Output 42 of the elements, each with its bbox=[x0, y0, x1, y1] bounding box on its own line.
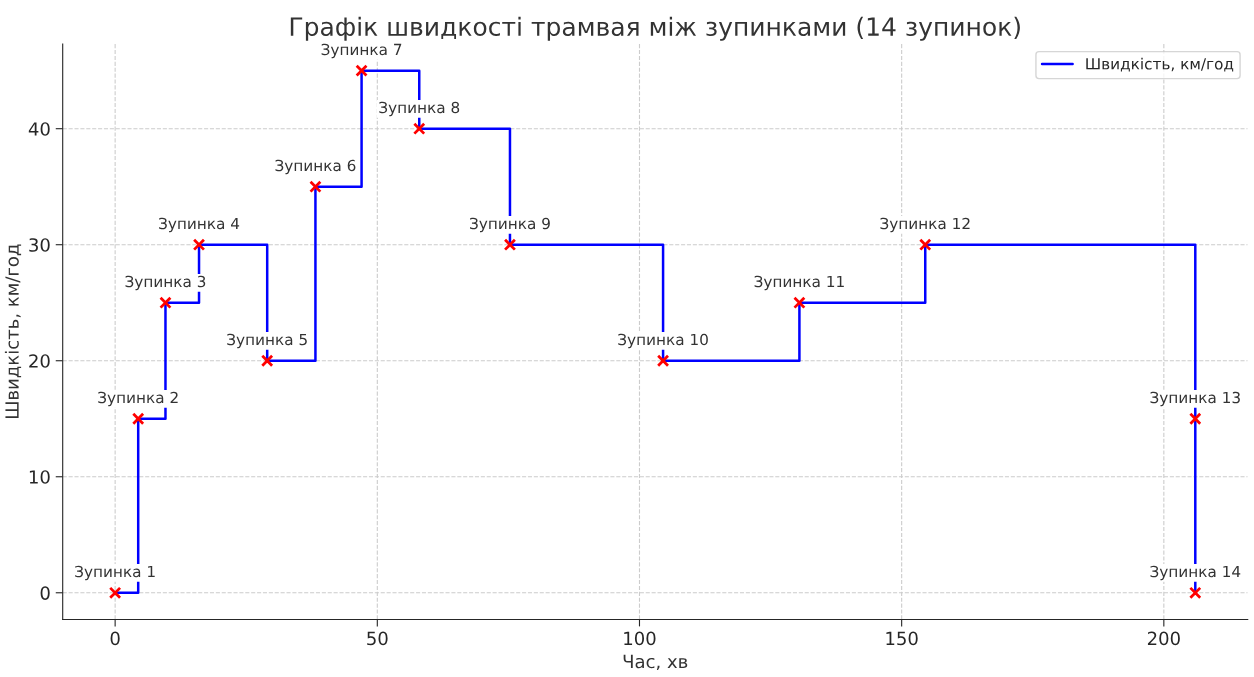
annotation: Зупинка 14 bbox=[1150, 565, 1241, 581]
legend-label: Швидкість, км/год bbox=[1086, 57, 1234, 72]
x-axis-title: Час, хв bbox=[623, 654, 688, 671]
point bbox=[192, 238, 206, 252]
point bbox=[793, 296, 806, 310]
point bbox=[918, 238, 932, 252]
point bbox=[108, 586, 122, 600]
y-tick-label: 40 bbox=[28, 122, 50, 136]
annotation: Зупинка 12 bbox=[880, 217, 970, 233]
x-tick-label: 50 bbox=[367, 631, 388, 646]
point bbox=[503, 238, 517, 252]
point bbox=[309, 180, 322, 194]
x-tick-label: 150 bbox=[886, 631, 918, 646]
annotation: Зупинка 3 bbox=[125, 275, 206, 291]
annotation: Зупинка 10 bbox=[618, 333, 708, 349]
point bbox=[1188, 412, 1202, 426]
x-tick-label: 100 bbox=[624, 631, 656, 646]
y-tick-label: 10 bbox=[29, 470, 50, 484]
point bbox=[412, 122, 426, 135]
annotation: Зупинка 11 bbox=[754, 275, 844, 291]
y-tick-label: 0 bbox=[40, 586, 50, 600]
point bbox=[260, 354, 274, 368]
annotation: Зупинка 9 bbox=[470, 217, 550, 233]
x-tick-label: 0 bbox=[110, 631, 120, 646]
annotation: Зупинка 2 bbox=[98, 391, 178, 407]
point bbox=[1188, 586, 1202, 600]
point bbox=[131, 412, 145, 426]
annotation: Зупинка 7 bbox=[321, 43, 402, 59]
y-tick-label: 30 bbox=[29, 238, 50, 252]
annotation: Зупинка 5 bbox=[227, 333, 307, 349]
y-tick-label: 20 bbox=[29, 354, 50, 368]
annotation: Зупинка 1 bbox=[75, 565, 155, 581]
point bbox=[355, 64, 368, 77]
annotation: Зупинка 4 bbox=[159, 217, 240, 233]
point bbox=[159, 296, 172, 310]
x-tick-label: 200 bbox=[1147, 631, 1180, 646]
chart-title: Графік швидкості трамвая між зупинками (14 зупинок) bbox=[290, 16, 1020, 41]
annotation: Зупинка 8 bbox=[379, 101, 460, 117]
annotation: Зупинка 6 bbox=[275, 159, 356, 175]
y-axis-title: Швидкість, км/год bbox=[4, 244, 22, 419]
annotation: Зупинка 13 bbox=[1150, 391, 1240, 407]
point bbox=[656, 354, 670, 368]
